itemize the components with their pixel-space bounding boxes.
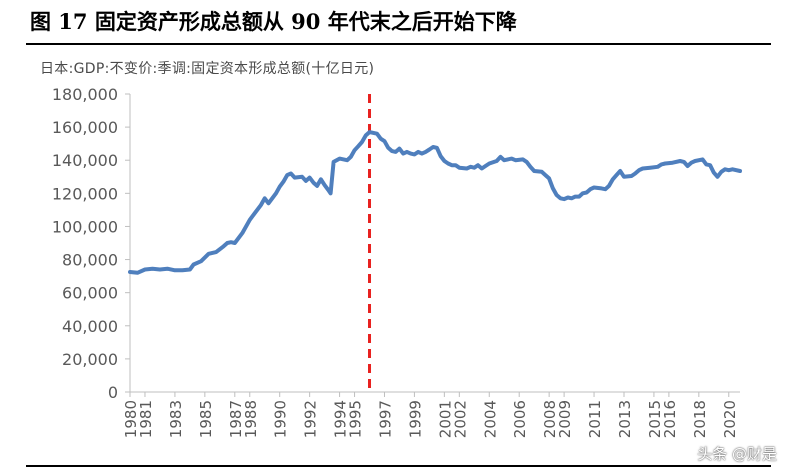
x-tick-label: 1992 <box>302 400 320 438</box>
series-line <box>128 130 742 275</box>
x-tick-label: 2008 <box>541 400 559 438</box>
x-tick-label: 1994 <box>332 400 350 438</box>
x-tick-label: 1988 <box>242 400 260 438</box>
x-tick-label: 1995 <box>347 400 365 438</box>
watermark: 头条 @财是 <box>697 445 777 463</box>
figure-title: 图 17 固定资产形成总额从 90 年代末之后开始下降 <box>30 9 517 34</box>
x-tick-label: 2011 <box>586 400 604 438</box>
y-tick-label: 140,000 <box>52 151 118 170</box>
plot-area <box>128 130 742 275</box>
y-tick-label: 180,000 <box>52 85 118 104</box>
y-tick-label: 60,000 <box>62 284 118 303</box>
x-tick-label: 1987 <box>227 400 245 438</box>
y-tick-label: 80,000 <box>62 251 118 270</box>
x-tick-label: 1997 <box>376 400 394 438</box>
x-tick-label: 2004 <box>481 400 499 438</box>
y-tick-label: 40,000 <box>62 317 118 336</box>
x-tick-label: 1983 <box>167 400 185 438</box>
x-tick-label: 2015 <box>646 400 664 438</box>
x-tick-label: 1990 <box>272 400 290 438</box>
y-axis: 0 20,000 40,000 60,000 80,000 100,000 120,000 1… <box>52 85 131 402</box>
y-tick-label: 0 <box>108 383 118 402</box>
x-tick-label: 2020 <box>721 400 739 438</box>
x-tick-label: 1985 <box>197 400 215 438</box>
x-tick-label: 1999 <box>406 400 424 438</box>
footer-rule <box>26 465 771 467</box>
x-tick-label: 2001 <box>436 400 454 438</box>
y-tick-label: 160,000 <box>52 118 118 137</box>
chart-subtitle: 日本:GDP:不变价:季调:固定资本形成总额(十亿日元) <box>40 61 375 77</box>
title-rule <box>26 43 771 45</box>
y-tick-label: 120,000 <box>52 184 118 203</box>
x-tick-label: 2016 <box>661 400 679 438</box>
y-tick-label: 100,000 <box>52 217 118 236</box>
x-tick-label: 1981 <box>137 400 155 438</box>
x-tick-label: 2013 <box>616 400 634 438</box>
x-tick-label: 2006 <box>511 400 529 438</box>
x-tick-label: 1980 <box>122 400 140 438</box>
x-tick-label: 2009 <box>556 400 574 438</box>
x-tick-label: 2002 <box>451 400 469 438</box>
x-tick-label: 2018 <box>691 400 709 438</box>
y-tick-label: 20,000 <box>62 350 118 369</box>
